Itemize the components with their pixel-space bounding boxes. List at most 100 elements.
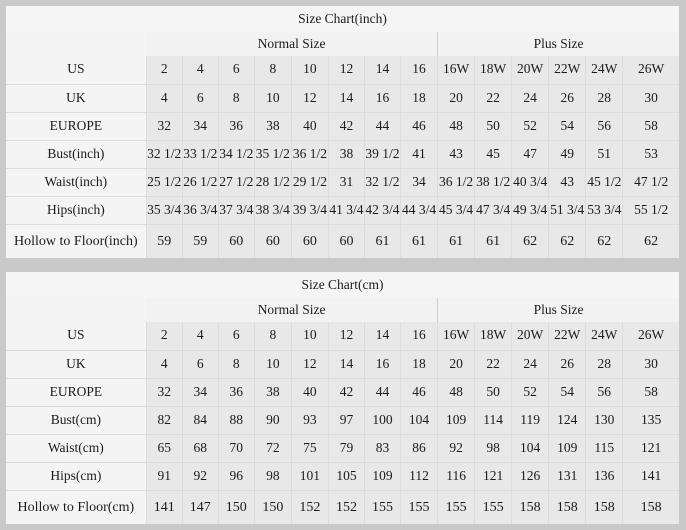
cell-normal-2: 27 1/2 bbox=[218, 168, 255, 197]
cell-plus-5: 121 bbox=[622, 434, 679, 463]
cell-plus-5: 26W bbox=[622, 322, 679, 351]
cell-plus-5: 55 1/2 bbox=[622, 196, 679, 225]
row-label: Bust(inch) bbox=[6, 140, 147, 169]
cell-normal-5: 31 bbox=[328, 168, 365, 197]
table-row: US 2 4 6 8 10 12 14 16 16W 18W 20W 22W 24W 26W bbox=[6, 322, 679, 351]
cell-normal-1: 33 1/2 bbox=[182, 140, 219, 169]
cell-normal-5: 14 bbox=[328, 84, 365, 113]
cell-plus-5: 53 bbox=[622, 140, 679, 169]
cell-plus-1: 98 bbox=[474, 434, 513, 463]
cell-normal-2: 96 bbox=[218, 462, 255, 491]
row-label: UK bbox=[6, 350, 147, 379]
cell-normal-3: 8 bbox=[254, 56, 292, 85]
cell-normal-3: 38 bbox=[254, 378, 292, 407]
cell-plus-0: 48 bbox=[437, 112, 476, 141]
cell-plus-1: 50 bbox=[474, 378, 513, 407]
cell-normal-5: 79 bbox=[328, 434, 365, 463]
cell-plus-4: 24W bbox=[585, 56, 624, 85]
cell-normal-7: 46 bbox=[400, 378, 439, 407]
cell-normal-3: 72 bbox=[254, 434, 292, 463]
cell-normal-1: 68 bbox=[182, 434, 219, 463]
cell-plus-1: 18W bbox=[474, 322, 513, 351]
cell-normal-1: 34 bbox=[182, 112, 219, 141]
cell-normal-0: 59 bbox=[146, 224, 183, 258]
cell-plus-1: 50 bbox=[474, 112, 513, 141]
cell-normal-1: 147 bbox=[182, 490, 219, 524]
group-header-plus-size: Plus Size bbox=[437, 32, 679, 56]
cell-normal-3: 38 bbox=[254, 112, 292, 141]
cell-normal-7: 16 bbox=[400, 56, 439, 85]
cell-normal-7: 41 bbox=[400, 140, 439, 169]
cell-normal-2: 70 bbox=[218, 434, 255, 463]
cell-plus-3: 26 bbox=[548, 84, 587, 113]
cell-normal-3: 8 bbox=[254, 322, 292, 351]
row-label: Hollow to Floor(inch) bbox=[6, 224, 147, 258]
cell-normal-4: 29 1/2 bbox=[291, 168, 329, 197]
cell-plus-3: 54 bbox=[548, 378, 587, 407]
row-label: Bust(cm) bbox=[6, 406, 147, 435]
cell-plus-5: 58 bbox=[622, 112, 679, 141]
cell-normal-1: 4 bbox=[182, 56, 219, 85]
row-label: US bbox=[6, 56, 147, 85]
group-header-blank bbox=[6, 298, 147, 322]
cell-plus-0: 16W bbox=[437, 322, 476, 351]
cell-normal-5: 41 3/4 bbox=[328, 196, 365, 225]
cell-plus-4: 136 bbox=[585, 462, 624, 491]
cell-normal-6: 16 bbox=[364, 350, 402, 379]
cell-normal-3: 38 3/4 bbox=[254, 196, 292, 225]
cell-plus-0: 109 bbox=[437, 406, 476, 435]
cell-plus-5: 135 bbox=[622, 406, 679, 435]
row-label: Hips(cm) bbox=[6, 462, 147, 491]
table-row: Bust(cm) 82 84 88 90 93 97 100 104 109 114 119 124 13… bbox=[6, 406, 679, 435]
cell-normal-4: 75 bbox=[291, 434, 329, 463]
cell-plus-3: 22W bbox=[548, 322, 587, 351]
cell-plus-0: 16W bbox=[437, 56, 476, 85]
cell-plus-2: 104 bbox=[511, 434, 550, 463]
chart-title: Size Chart(inch) bbox=[6, 6, 679, 32]
cell-plus-1: 45 bbox=[474, 140, 513, 169]
table-row: Hollow to Floor(inch) 59 59 60 60 60 60 61 61 61 6… bbox=[6, 224, 679, 258]
cell-normal-0: 25 1/2 bbox=[146, 168, 183, 197]
cell-plus-1: 61 bbox=[474, 224, 513, 258]
cell-normal-5: 12 bbox=[328, 56, 365, 85]
row-label: Hips(inch) bbox=[6, 196, 147, 225]
row-label: EUROPE bbox=[6, 112, 147, 141]
cell-normal-3: 98 bbox=[254, 462, 292, 491]
cell-plus-4: 28 bbox=[585, 84, 624, 113]
cell-plus-0: 116 bbox=[437, 462, 476, 491]
table-row: Hips(cm) 91 92 96 98 101 105 109 112 116 121 126 131… bbox=[6, 462, 679, 491]
cell-plus-1: 121 bbox=[474, 462, 513, 491]
cell-normal-1: 59 bbox=[182, 224, 219, 258]
cell-plus-2: 20W bbox=[511, 56, 550, 85]
cell-normal-1: 84 bbox=[182, 406, 219, 435]
cell-plus-4: 115 bbox=[585, 434, 624, 463]
cell-plus-4: 130 bbox=[585, 406, 624, 435]
cell-normal-5: 38 bbox=[328, 140, 365, 169]
cell-plus-1: 155 bbox=[474, 490, 513, 524]
cell-normal-7: 104 bbox=[400, 406, 439, 435]
cell-plus-2: 126 bbox=[511, 462, 550, 491]
cell-normal-4: 39 3/4 bbox=[291, 196, 329, 225]
cell-normal-0: 4 bbox=[146, 84, 183, 113]
cell-plus-4: 56 bbox=[585, 112, 624, 141]
cell-normal-4: 152 bbox=[291, 490, 329, 524]
size-chart-table: Size Chart(cm) Normal Size Plus Size US 2 4 6 8… bbox=[6, 272, 679, 524]
cell-normal-4: 60 bbox=[291, 224, 329, 258]
cell-normal-3: 35 1/2 bbox=[254, 140, 292, 169]
cell-plus-1: 38 1/2 bbox=[474, 168, 513, 197]
cell-normal-7: 86 bbox=[400, 434, 439, 463]
cell-normal-7: 16 bbox=[400, 322, 439, 351]
cell-plus-0: 20 bbox=[437, 84, 476, 113]
cell-normal-7: 34 bbox=[400, 168, 439, 197]
cell-normal-6: 61 bbox=[364, 224, 402, 258]
cell-normal-1: 4 bbox=[182, 322, 219, 351]
cell-normal-0: 32 1/2 bbox=[146, 140, 183, 169]
cell-plus-3: 51 3/4 bbox=[548, 196, 587, 225]
cell-plus-2: 40 3/4 bbox=[511, 168, 550, 197]
table-row: EUROPE 32 34 36 38 40 42 44 46 48 50 52 54 56 58 bbox=[6, 378, 679, 407]
cell-normal-4: 12 bbox=[291, 350, 329, 379]
cell-normal-3: 90 bbox=[254, 406, 292, 435]
group-header-blank bbox=[6, 32, 147, 56]
cell-plus-3: 109 bbox=[548, 434, 587, 463]
